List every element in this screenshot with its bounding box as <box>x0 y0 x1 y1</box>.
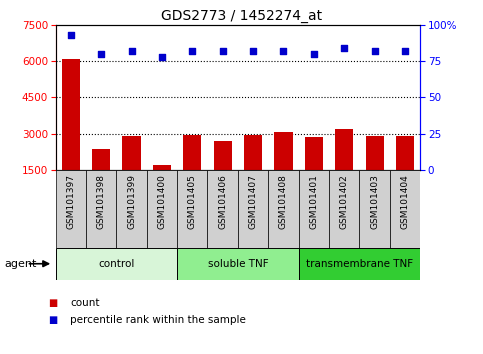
Point <box>158 54 166 59</box>
Bar <box>268 170 298 248</box>
Bar <box>62 59 80 170</box>
Text: GSM101397: GSM101397 <box>66 174 75 229</box>
Bar <box>153 165 171 170</box>
Text: GDS2773 / 1452274_at: GDS2773 / 1452274_at <box>161 9 322 23</box>
Text: transmembrane TNF: transmembrane TNF <box>306 259 413 269</box>
Text: control: control <box>98 259 134 269</box>
Point <box>249 48 257 54</box>
Point <box>371 48 379 54</box>
Text: count: count <box>70 298 99 308</box>
Text: GSM101404: GSM101404 <box>400 174 410 229</box>
Bar <box>147 170 177 248</box>
Text: GSM101402: GSM101402 <box>340 174 349 229</box>
Bar <box>208 170 238 248</box>
Bar <box>335 129 354 170</box>
Bar <box>238 170 268 248</box>
Bar <box>359 170 390 248</box>
Bar <box>177 248 298 280</box>
Bar <box>56 248 177 280</box>
Text: soluble TNF: soluble TNF <box>208 259 268 269</box>
Text: percentile rank within the sample: percentile rank within the sample <box>70 315 246 325</box>
Point <box>280 48 287 54</box>
Bar <box>213 141 232 170</box>
Bar <box>177 170 208 248</box>
Text: GSM101408: GSM101408 <box>279 174 288 229</box>
Bar <box>396 136 414 170</box>
Bar <box>183 135 201 170</box>
Text: agent: agent <box>5 259 37 269</box>
Text: ■: ■ <box>48 298 57 308</box>
Text: GSM101398: GSM101398 <box>97 174 106 229</box>
Point <box>401 48 409 54</box>
Bar <box>298 170 329 248</box>
Bar <box>366 136 384 170</box>
Text: GSM101401: GSM101401 <box>309 174 318 229</box>
Bar <box>298 248 420 280</box>
Bar <box>116 170 147 248</box>
Text: ■: ■ <box>48 315 57 325</box>
Bar <box>122 136 141 170</box>
Bar <box>274 132 293 170</box>
Bar <box>329 170 359 248</box>
Point <box>310 51 318 57</box>
Bar <box>92 149 110 170</box>
Point <box>219 48 227 54</box>
Bar <box>56 170 86 248</box>
Text: GSM101405: GSM101405 <box>188 174 197 229</box>
Point <box>341 45 348 51</box>
Text: GSM101403: GSM101403 <box>370 174 379 229</box>
Text: GSM101400: GSM101400 <box>157 174 167 229</box>
Text: GSM101399: GSM101399 <box>127 174 136 229</box>
Bar <box>244 135 262 170</box>
Text: GSM101406: GSM101406 <box>218 174 227 229</box>
Bar <box>86 170 116 248</box>
Text: GSM101407: GSM101407 <box>249 174 257 229</box>
Bar <box>390 170 420 248</box>
Point <box>128 48 135 54</box>
Point <box>67 32 74 38</box>
Bar <box>305 137 323 170</box>
Point <box>188 48 196 54</box>
Point <box>97 51 105 57</box>
